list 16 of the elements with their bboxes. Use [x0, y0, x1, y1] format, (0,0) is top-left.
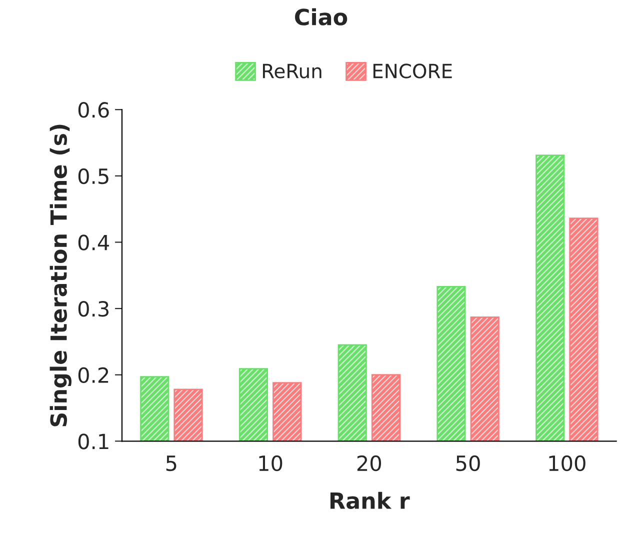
y-tick-label: 0.2 — [78, 367, 108, 384]
x-tick-label: 10 — [259, 455, 282, 472]
y-tick-label: 0.4 — [78, 234, 110, 250]
x-axis-title: Rank r — [330, 492, 410, 510]
y-tick-label: 0.6 — [78, 102, 109, 118]
y-tick-label: 0.3 — [78, 300, 109, 317]
legend-label: ENCORE — [373, 64, 452, 78]
legend-label: ReRun — [262, 64, 322, 78]
x-tick-label: 5 — [166, 456, 176, 472]
y-tick-label: 0.1 — [78, 434, 108, 450]
x-tick-label: 50 — [456, 455, 480, 472]
chart-title: Ciao — [295, 8, 348, 26]
x-tick-label: 20 — [357, 455, 382, 472]
y-tick-label: 0.5 — [78, 168, 108, 184]
y-axis-title: Single Iteration Time (s) — [50, 124, 72, 426]
x-tick-label: 100 — [549, 455, 586, 472]
